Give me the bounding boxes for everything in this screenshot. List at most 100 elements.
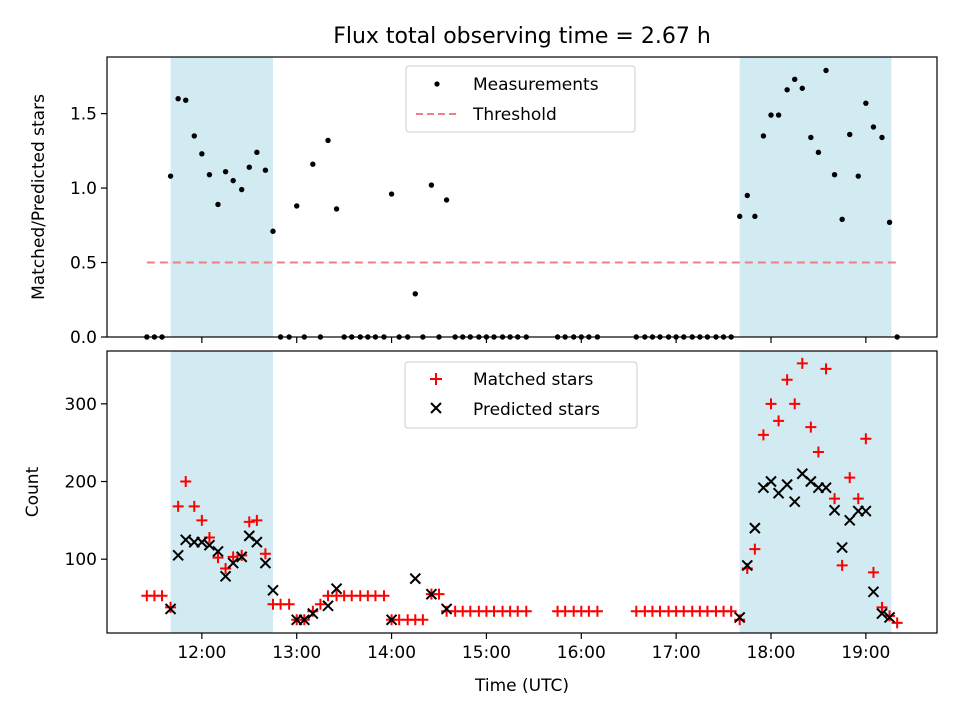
matched-star-point: [188, 500, 200, 512]
ratio-y-axis-label: Matched/Predicted stars: [29, 94, 49, 300]
y-tick-label: 0.0: [70, 328, 97, 348]
x-tick-label: 14:00: [367, 643, 416, 663]
ratio-panel: 0.0 0.5 1.0 1.5 Matched/Predicted stars Mea…: [29, 56, 938, 348]
count-series: [141, 357, 903, 629]
matched-star-point: [820, 363, 832, 375]
measurement-point: [246, 164, 252, 170]
matched-star-point: [789, 398, 801, 410]
matched-star-point: [220, 563, 232, 575]
y-tick-label: 1.5: [70, 105, 97, 125]
predicted-star-point: [307, 607, 319, 620]
ratio-y-axis: 0.0 0.5 1.0 1.5: [70, 105, 107, 348]
measurement-point: [768, 112, 774, 118]
matched-legend-label: Matched stars: [473, 370, 593, 390]
measurement-point: [294, 203, 300, 209]
predicted-star-point: [330, 583, 343, 595]
measurement-point: [215, 201, 221, 208]
predicted-star-point: [741, 559, 753, 572]
measurement-point: [310, 161, 316, 167]
matched-star-point: [520, 605, 532, 617]
measurement-point: [775, 112, 782, 118]
observing-window-shading-bottom: [170, 351, 892, 633]
measurement-point: [167, 173, 174, 179]
measurement-point: [333, 206, 340, 212]
predicted-star-point: [789, 496, 801, 508]
y-tick-label: 200: [65, 473, 97, 493]
matched-star-point: [314, 598, 326, 610]
predicted-star-point: [733, 611, 746, 624]
predicted-star-point: [219, 570, 232, 582]
matched-star-point: [749, 543, 761, 555]
measurement-point: [199, 151, 205, 157]
measurement-point: [238, 186, 245, 193]
matched-legend-marker: [430, 373, 442, 385]
predicted-star-point: [867, 586, 880, 598]
measurement-point: [262, 167, 269, 173]
x-tick-label: 15:00: [462, 643, 511, 663]
predicted-star-point: [772, 487, 785, 499]
measurement-point: [736, 213, 743, 220]
matched-star-point: [172, 500, 184, 512]
predicted-star-point: [172, 549, 184, 562]
count-y-axis: 100 200 300: [65, 395, 107, 570]
predicted-star-point: [860, 505, 872, 517]
measurement-point: [839, 216, 845, 223]
count-panel: 100 200 300 12:00 13:00 14:00 15:00 16:00 17:00…: [23, 350, 938, 696]
count-x-axis: 12:00 13:00 14:00 15:00 16:00 17:00 18:00 19:00: [177, 633, 890, 663]
predicted-star-point: [203, 539, 216, 551]
observing-window-1: [170, 351, 273, 633]
measurement-point: [823, 67, 829, 74]
measurement-point: [428, 182, 435, 188]
observing-window-2: [739, 351, 892, 633]
x-tick-label: 13:00: [272, 643, 321, 663]
measurement-point: [412, 291, 418, 297]
measurement-point: [808, 134, 814, 141]
ratio-x-axis: [201, 337, 867, 343]
predicted-star-point: [227, 557, 239, 569]
measurement-point: [270, 228, 276, 234]
predicted-star-point: [425, 588, 438, 600]
time-axis-label: Time (UTC): [474, 676, 569, 696]
figure-title: Flux total observing time = 2.67 h: [333, 24, 711, 49]
measurement-point: [230, 177, 236, 184]
count-plot-frame: [106, 350, 938, 634]
x-tick-label: 16:00: [557, 643, 606, 663]
matched-star-point: [773, 415, 785, 427]
predicted-star-point: [212, 545, 224, 558]
matched-star-point: [236, 549, 248, 561]
predicted-star-point: [820, 482, 832, 494]
matched-star-point: [876, 601, 888, 613]
predicted-star-point: [267, 584, 279, 596]
measurement-point: [388, 191, 395, 197]
predicted-star-point: [196, 536, 208, 548]
predicted-legend-label: Predicted stars: [473, 400, 600, 420]
predicted-star-point: [828, 504, 841, 516]
measurement-point: [847, 131, 853, 138]
measurement-point: [222, 168, 229, 175]
measurement-point: [784, 87, 790, 93]
predicted-star-point: [836, 541, 848, 554]
predicted-star-point: [883, 611, 896, 624]
predicted-star-point: [440, 603, 453, 615]
measurement-point: [792, 76, 798, 83]
predicted-star-point: [781, 478, 793, 491]
measurement-point: [752, 213, 758, 220]
predicted-star-point: [765, 475, 777, 488]
y-tick-label: 0.5: [70, 254, 97, 274]
measurement-point: [760, 133, 767, 139]
measurement-point: [443, 197, 450, 203]
matched-star-point: [180, 476, 192, 488]
matched-star-point: [781, 374, 793, 386]
measurement-point: [879, 134, 885, 141]
matched-star-point: [259, 548, 271, 560]
matched-star-point: [243, 516, 255, 528]
count-legend: Matched stars Predicted stars: [404, 361, 638, 429]
measurement-point: [183, 97, 189, 103]
y-tick-label: 100: [65, 550, 97, 570]
x-tick-label: 18:00: [747, 643, 796, 663]
count-legend-box: [404, 361, 638, 429]
measurement-point: [254, 149, 260, 156]
threshold-legend-label: Threshold: [472, 105, 557, 125]
measurement-point: [815, 149, 822, 156]
